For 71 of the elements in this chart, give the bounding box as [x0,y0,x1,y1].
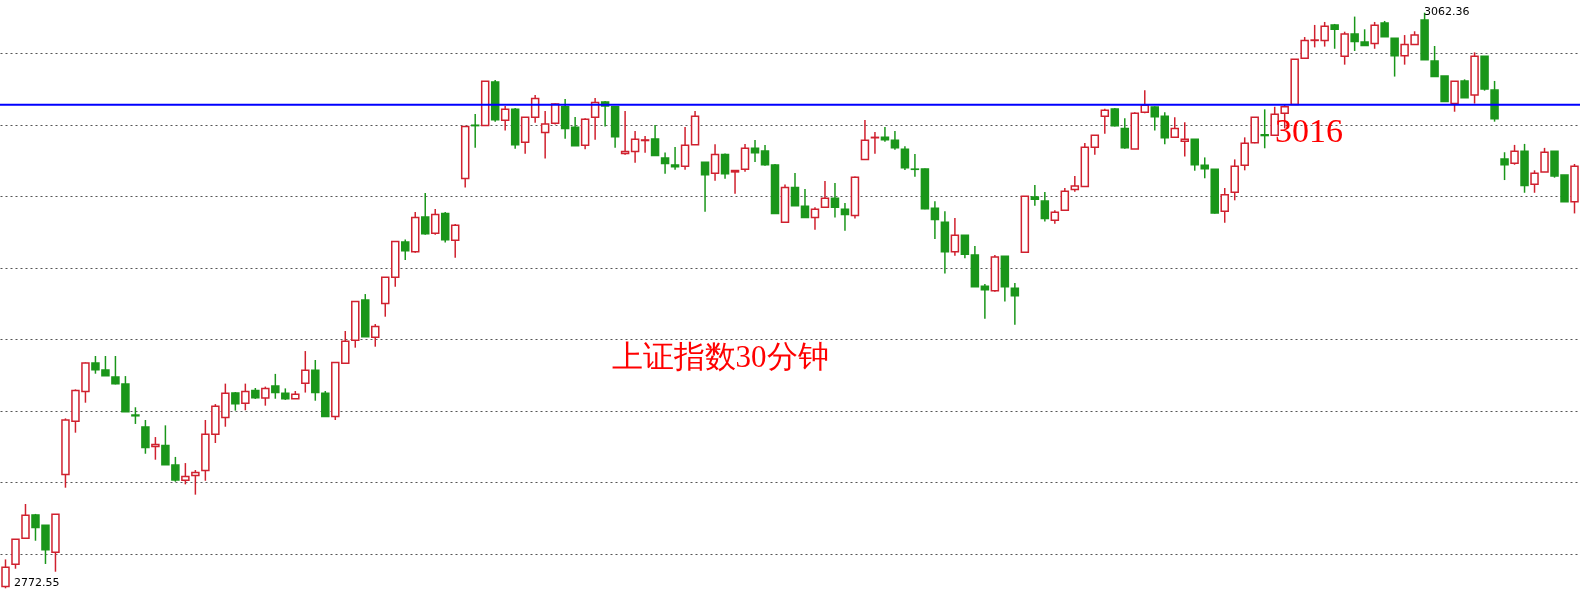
candlestick [21,503,30,540]
candlestick [650,124,660,157]
text: 上证指数30分钟 [611,339,829,374]
candlestick [960,234,970,260]
candlestick [1510,144,1519,166]
candlestick [420,192,430,236]
candlestick [1330,23,1339,50]
candlestick [790,172,800,207]
candlestick [1370,21,1379,50]
candlestick [630,130,640,164]
candlestick [670,146,680,171]
candlestick [1530,169,1539,194]
candlestick [560,98,570,140]
candlestick [1150,105,1160,132]
candlestick [321,390,330,418]
candlestick [1450,80,1459,113]
candlestick [1030,184,1040,207]
candlestick [470,113,480,149]
annotation: 2772.55 [14,576,60,589]
candlestick [570,116,580,147]
candlestick [311,359,320,402]
candlestick [1340,30,1349,66]
candlestick [1170,116,1180,139]
candlestick [241,382,250,411]
candlestick [830,182,840,219]
candlestick [400,238,410,261]
candlestick [1240,136,1249,172]
candlestick [450,223,460,259]
candlestick [1090,134,1100,156]
annotation: 3062.36 [1424,5,1470,18]
candlestick [1390,37,1399,78]
candlestick [950,217,960,257]
candlestick [720,152,730,180]
candlestick [700,161,710,213]
candlestick [500,105,510,132]
candlestick [800,188,810,219]
candlestick [261,385,270,407]
candlestick [141,419,150,455]
candlestick [1220,187,1229,224]
candlestick [151,436,160,461]
candlestick [430,208,440,236]
ref-line-label: 3016 [1275,111,1343,149]
candlestick [840,202,850,232]
candlestick [930,200,940,240]
candlestick [271,373,280,400]
candlestick [740,143,750,173]
candlestick [640,135,650,154]
candlestick [1460,78,1469,99]
candlestick [191,469,200,496]
candlestick [1260,108,1269,150]
candlestick [810,206,820,231]
candlestick [1120,117,1130,150]
candlestick [1040,191,1050,223]
candlestick [660,151,670,175]
candlestick [680,126,690,171]
candlestick [900,145,910,171]
candlestick [181,462,190,486]
candlestick [910,153,920,178]
candlestick [1070,175,1080,193]
candlestick [301,350,310,394]
candlestick [1060,187,1070,211]
candlestick [1100,108,1110,135]
candlestick [710,143,720,182]
candlestick [860,119,870,161]
candlestick [371,323,380,348]
candlestick [820,180,830,209]
candlestick [1500,151,1509,181]
candlestick [540,110,550,160]
candlestick [1160,111,1170,146]
candlestick [760,144,770,167]
candlestick [1540,147,1549,173]
